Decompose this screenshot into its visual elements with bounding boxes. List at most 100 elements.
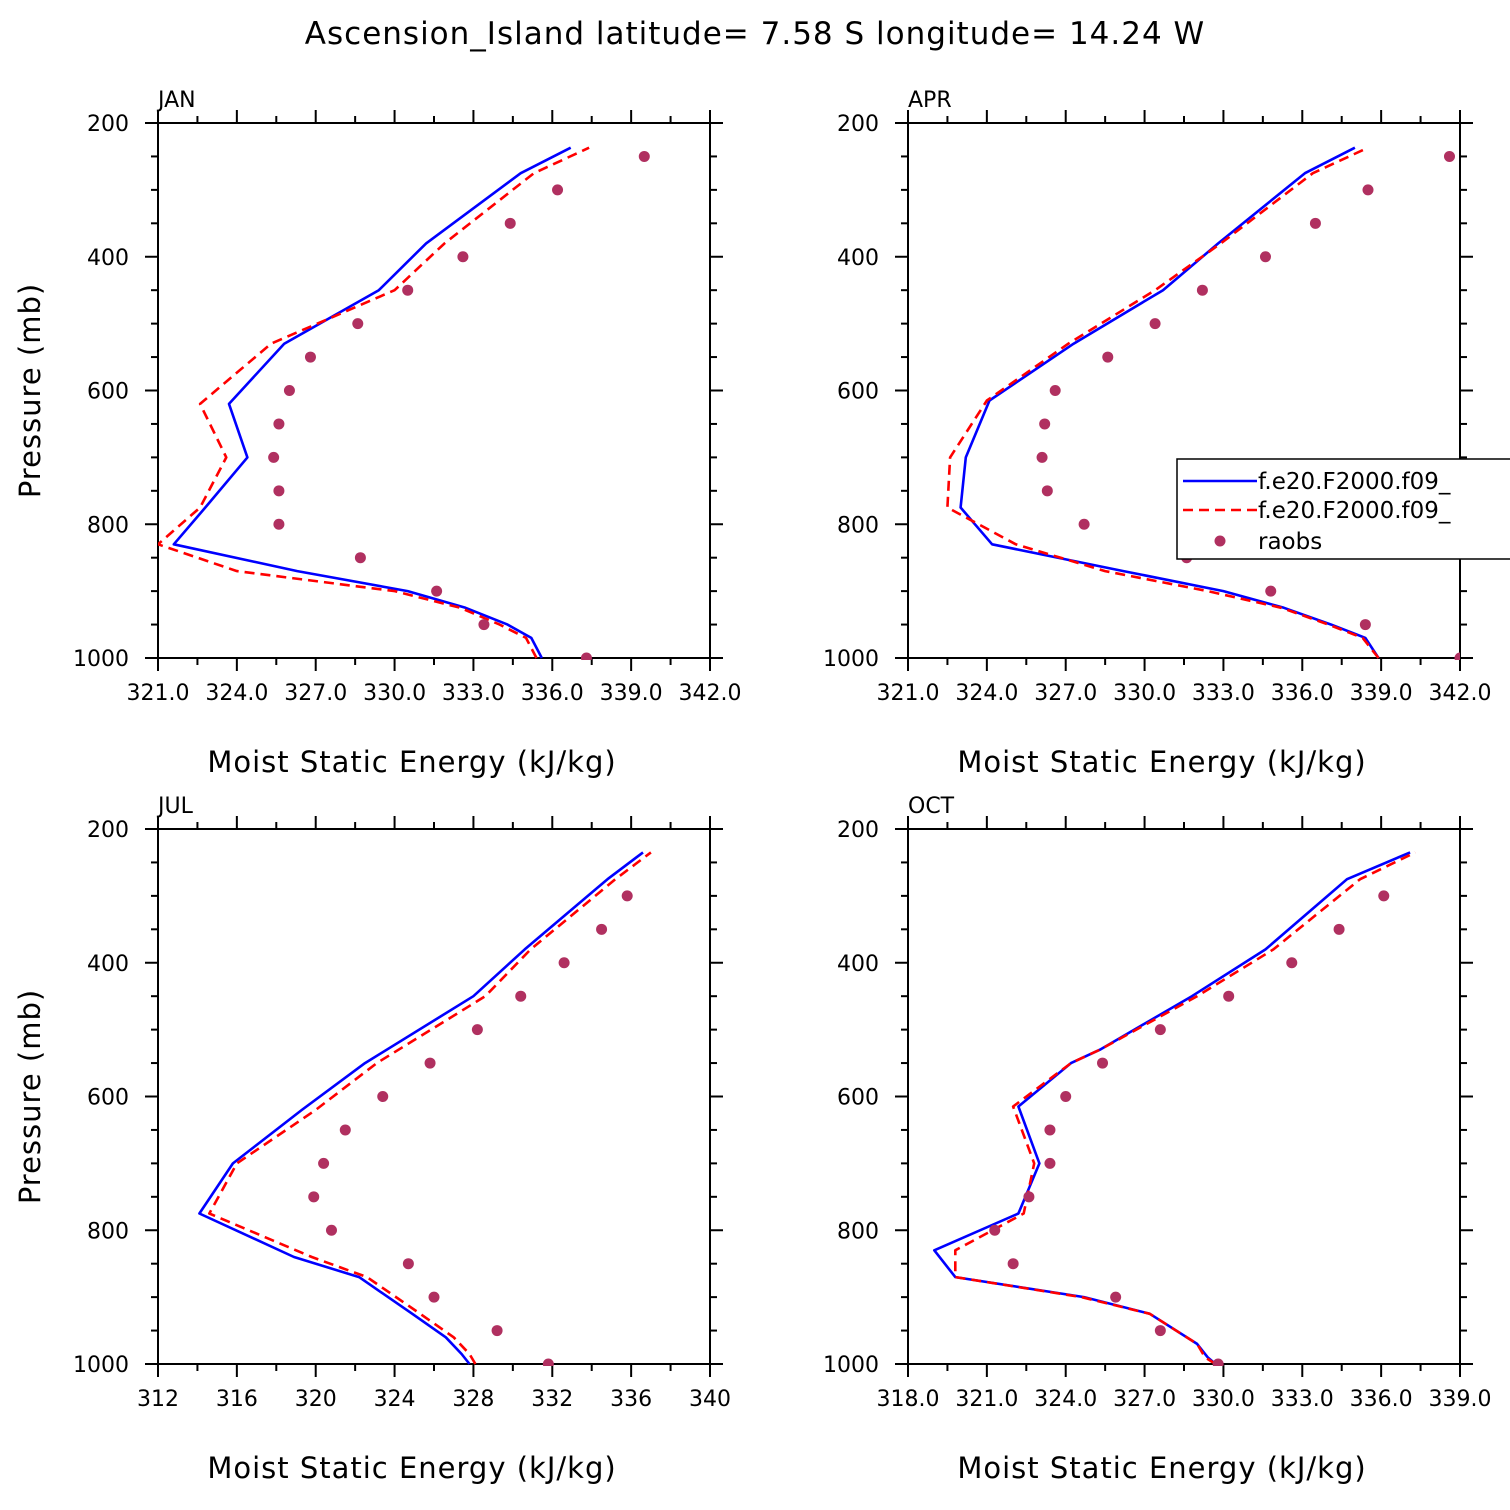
raobs-point <box>1223 990 1235 1002</box>
raobs-point <box>428 1291 440 1303</box>
raobs-point <box>273 418 285 430</box>
series-group <box>932 851 1416 1366</box>
panel-title: APR <box>908 88 952 113</box>
raobs-point <box>542 1358 554 1366</box>
plot-frame <box>157 828 711 1365</box>
y-tick-label: 600 <box>87 1086 129 1111</box>
x-tick-label: 342.0 <box>679 681 742 706</box>
raobs-point <box>1023 1191 1035 1203</box>
x-tick-label: 336 <box>610 1387 652 1412</box>
x-tick-label: 324 <box>374 1387 416 1412</box>
panel-jan: JAN 321.0 324.0 327.0 330.0 333.0 336.0 339.0 34… <box>13 88 741 779</box>
raobs-point <box>1362 184 1374 196</box>
x-tick-label: 324.0 <box>1034 1387 1097 1412</box>
y-tick-label: 600 <box>87 380 129 405</box>
model-dashed-line <box>953 851 1416 1366</box>
x-tick-label: 339.0 <box>1350 681 1413 706</box>
y-tick-label: 200 <box>837 112 879 137</box>
panels: JAN 321.0 324.0 327.0 330.0 333.0 336.0 339.0 34… <box>13 88 1510 1485</box>
y-axis-label: Pressure (mb) <box>13 283 47 498</box>
x-tick-label: 333.0 <box>1192 681 1255 706</box>
raobs-point <box>1212 1358 1224 1366</box>
x-tick-label: 320 <box>295 1387 337 1412</box>
raobs-point <box>478 619 490 631</box>
raobs-point <box>1044 1157 1056 1169</box>
raobs-point <box>552 184 564 196</box>
raobs-point <box>1007 1258 1019 1270</box>
figure-title: Ascension_Island latitude= 7.58 S longit… <box>305 16 1205 52</box>
raobs-point <box>558 957 570 969</box>
raobs-point <box>377 1091 389 1102</box>
legend: f.e20.F2000.f09_ f.e20.F2000.f09_raobs <box>1176 458 1510 560</box>
y-tick-label: 200 <box>87 112 129 137</box>
raobs-point <box>268 451 280 463</box>
raobs-point <box>471 1024 483 1036</box>
x-tick-label: 321.0 <box>127 681 190 706</box>
raobs-point <box>1454 652 1460 660</box>
model-solid-line <box>198 851 644 1365</box>
raobs-point <box>1102 351 1114 363</box>
raobs-point <box>431 585 443 597</box>
y-tick-label: 800 <box>87 513 129 538</box>
y-tick-label: 600 <box>837 380 879 405</box>
x-axis-label: Moist Static Energy (kJ/kg) <box>207 1451 616 1485</box>
y-tick-label: 400 <box>87 952 129 977</box>
raobs-point <box>1286 957 1298 969</box>
x-tick-label: 321.0 <box>877 681 940 706</box>
y-tick-label: 200 <box>87 818 129 843</box>
raobs-point <box>273 485 285 497</box>
raobs-point <box>325 1224 337 1236</box>
x-tick-label: 339.0 <box>600 681 663 706</box>
raobs-point <box>1039 418 1051 430</box>
raobs-point <box>457 251 469 263</box>
panel-title: OCT <box>908 794 955 819</box>
model-dashed-line <box>208 851 652 1365</box>
x-tick-label: 321.0 <box>955 1387 1018 1412</box>
panel-jul: JUL 312 316 320 324 328 332 336 340 200 400 600 800 1… <box>13 794 731 1485</box>
x-axis-label: Moist Static Energy (kJ/kg) <box>957 1451 1366 1485</box>
x-tick-label: 330.0 <box>363 681 426 706</box>
y-tick-label: 200 <box>837 818 879 843</box>
series-group <box>946 146 1460 660</box>
x-tick-label: 333.0 <box>1271 1387 1334 1412</box>
panel-title: JAN <box>156 88 196 113</box>
raobs-point <box>1359 619 1371 631</box>
raobs-point <box>1196 284 1208 296</box>
raobs-point <box>308 1191 320 1203</box>
raobs-point <box>304 351 316 363</box>
x-tick-label: 332 <box>531 1387 573 1412</box>
legend-marker <box>1214 535 1226 547</box>
plot-frame <box>907 122 1461 659</box>
legend-label: raobs <box>1258 529 1322 555</box>
raobs-point <box>491 1325 503 1337</box>
raobs-point <box>1443 150 1455 162</box>
raobs-point <box>1154 1325 1166 1337</box>
raobs-point <box>580 652 592 660</box>
raobs-point <box>1259 251 1271 263</box>
raobs-point <box>1041 485 1053 497</box>
raobs-point <box>989 1224 1001 1236</box>
panel-apr: APR 321.0 324.0 327.0 330.0 333.0 336.0 339.0 34… <box>823 88 1491 779</box>
y-tick-label: 600 <box>837 1086 879 1111</box>
raobs-point <box>1078 518 1090 530</box>
raobs-point <box>402 1258 414 1270</box>
x-tick-label: 339.0 <box>1429 1387 1492 1412</box>
raobs-point <box>621 890 633 902</box>
series-group <box>158 146 650 660</box>
raobs-point <box>283 385 295 396</box>
raobs-point <box>1333 923 1345 935</box>
x-axis-label: Moist Static Energy (kJ/kg) <box>957 745 1366 779</box>
raobs-point <box>1036 451 1048 463</box>
raobs-point <box>273 518 285 530</box>
panel-oct: OCT 318.0 321.0 324.0 327.0 330.0 333.0 336.0 33… <box>823 794 1491 1485</box>
y-tick-label: 800 <box>837 1219 879 1244</box>
raobs-point <box>354 552 366 564</box>
x-tick-label: 324.0 <box>955 681 1018 706</box>
x-tick-label: 333.0 <box>442 681 505 706</box>
x-tick-label: 312 <box>137 1387 179 1412</box>
model-dashed-line <box>946 146 1380 659</box>
raobs-point <box>424 1057 436 1069</box>
x-tick-label: 342.0 <box>1429 681 1492 706</box>
raobs-point <box>1265 585 1277 597</box>
raobs-point <box>504 217 516 229</box>
